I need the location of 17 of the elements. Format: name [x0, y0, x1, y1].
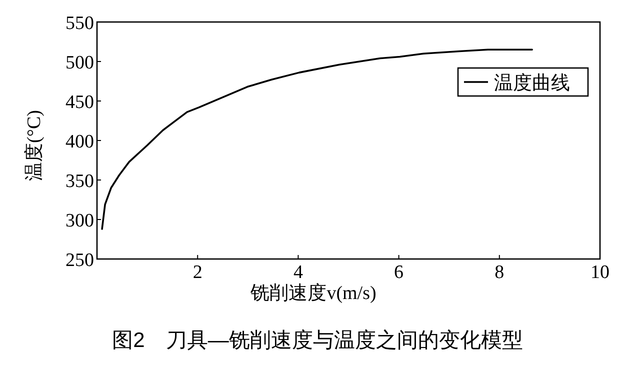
y-tick-label: 450: [66, 92, 94, 113]
line-series: [101, 48, 533, 230]
y-tick-label: 550: [66, 13, 94, 34]
caption: 图2 刀具—铣削速度与温度之间的变化模型: [112, 329, 523, 352]
x-tick-label: 4: [293, 262, 304, 283]
x-axis-title: 铣削速度v(m/s): [250, 282, 376, 304]
y-tick-label: 250: [66, 250, 94, 271]
y-tick-label: 350: [66, 171, 94, 192]
y-tick-label: 400: [66, 132, 94, 152]
x-tick-label: 2: [192, 262, 202, 283]
legend-label: 温度曲线: [494, 72, 570, 94]
y-tick-label: 300: [66, 210, 94, 232]
x-tick-label: 6: [394, 262, 404, 283]
x-tick-label: 10: [590, 262, 610, 283]
x-tick-label: 8: [494, 262, 504, 283]
y-axis-title: 温度(°C): [23, 110, 45, 181]
y-tick-label: 500: [66, 52, 94, 74]
